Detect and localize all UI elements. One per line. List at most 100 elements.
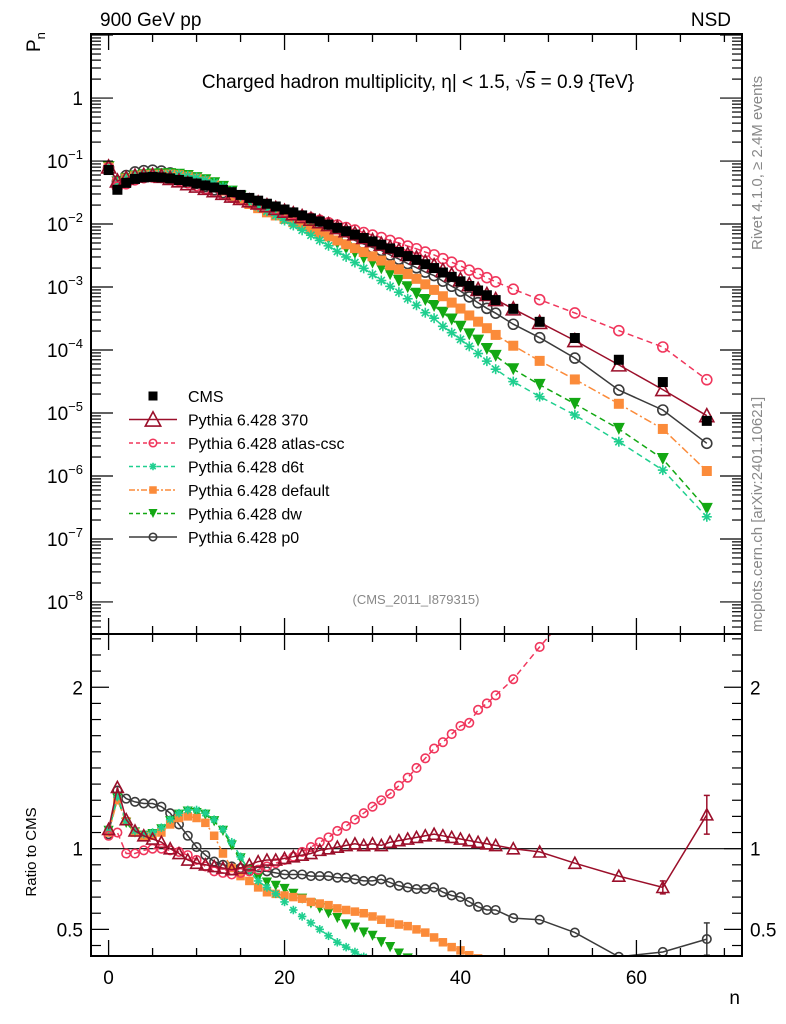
legend-marker-pythia-6-428-d6t [149, 462, 157, 471]
data-point-pythia-6-428-default [446, 297, 457, 308]
ratio-point-pythia-6-428-atlas-csc [332, 825, 343, 836]
data-point-pythia-6-428-d6t [701, 511, 712, 522]
ratio-point-pythia-6-428-370 [567, 855, 583, 870]
ratio-point-pythia-6-428-d6t [333, 938, 342, 947]
ratio-point-pythia-6-428-370 [461, 832, 477, 847]
ratio-point-pythia-6-428-370 [444, 829, 459, 844]
ratio-point-pythia-6-428-370 [391, 832, 407, 847]
data-point-cms [701, 415, 712, 426]
ratio-point-pythia-6-428-default [315, 899, 324, 908]
ratio-point-pythia-6-428-default [183, 812, 193, 821]
ratio-point-pythia-6-428-370 [655, 879, 671, 894]
y-tick-label: 10−7 [47, 525, 83, 551]
y-tick-label: 10−3 [47, 273, 83, 299]
ratio-point-pythia-6-428-atlas-csc [429, 743, 440, 754]
data-point-pythia-6-428-dw [463, 328, 476, 341]
data-point-pythia-6-428-dw [445, 313, 458, 326]
data-point-cms [481, 290, 492, 301]
legend-label: Pythia 6.428 atlas-csc [188, 436, 345, 453]
y-axis-title-lower: Ratio to CMS [23, 807, 40, 896]
ratio-point-pythia-6-428-d6t [227, 837, 237, 847]
data-point-pythia-6-428-d6t [323, 240, 334, 251]
data-point-pythia-6-428-p0 [569, 352, 581, 364]
ratio-point-pythia-6-428-atlas-csc [385, 788, 396, 799]
data-point-cms [411, 254, 422, 265]
ratio-point-pythia-6-428-dw [420, 961, 430, 971]
data-point-pythia-6-428-default [464, 310, 475, 321]
legend-marker-cms [148, 391, 158, 401]
legend-entry-pythia-6-428-d6t: Pythia 6.428 d6t [129, 460, 304, 477]
data-point-pythia-6-428-default [305, 224, 316, 235]
data-point-pythia-6-428-d6t [613, 436, 624, 447]
ratio-point-pythia-6-428-default [385, 918, 395, 928]
upper-panel-series [100, 158, 716, 522]
data-point-pythia-6-428-d6t [490, 364, 501, 375]
data-point-cms [349, 229, 360, 240]
ratio-point-pythia-6-428-dw [367, 930, 378, 941]
ratio-point-pythia-6-428-atlas-csc [464, 717, 475, 728]
y-tick-label: 10−6 [47, 462, 83, 488]
legend-entry-cms: CMS [148, 389, 224, 406]
data-point-pythia-6-428-d6t [385, 281, 396, 292]
ratio-point-pythia-6-428-370 [330, 839, 345, 853]
data-point-pythia-6-428-default [411, 273, 422, 284]
svg-text:Pn: Pn [24, 32, 48, 52]
data-point-pythia-6-428-d6t [349, 257, 360, 268]
legend-label: Pythia 6.428 p0 [188, 530, 299, 547]
ratio-point-pythia-6-428-370 [110, 779, 125, 794]
y-tick-label: 1 [72, 89, 83, 110]
ratio-point-pythia-6-428-d6t [439, 983, 448, 992]
data-point-cms [393, 246, 404, 257]
data-point-pythia-6-428-atlas-csc [613, 324, 625, 337]
ratio-point-pythia-6-428-d6t [474, 990, 483, 999]
data-point-cms [253, 195, 264, 206]
plot-title: Charged hadron multiplicity, η| < 1.5, √… [202, 72, 634, 93]
ratio-point-pythia-6-428-dw [261, 877, 273, 888]
ratio-point-pythia-6-428-atlas-csc [402, 772, 413, 783]
ratio-point-pythia-6-428-default [659, 977, 668, 986]
data-point-pythia-6-428-dw [656, 453, 669, 466]
ratio-point-pythia-6-428-d6t [218, 825, 228, 834]
header-right-label: NSD [691, 10, 731, 31]
ratio-point-pythia-6-428-370 [180, 852, 196, 866]
ratio-point-pythia-6-428-370 [470, 834, 486, 849]
data-point-pythia-6-428-dw [533, 378, 546, 391]
data-point-pythia-6-428-d6t [420, 307, 431, 318]
ratio-point-pythia-6-428-370 [453, 831, 468, 845]
ratio-point-pythia-6-428-dw [332, 912, 343, 924]
data-point-pythia-6-428-default [314, 227, 325, 238]
data-point-pythia-6-428-dw [419, 294, 432, 307]
data-point-cms [244, 192, 255, 203]
ratio-point-pythia-6-428-default [289, 892, 298, 902]
data-point-pythia-6-428-d6t [508, 376, 519, 387]
data-point-pythia-6-428-p0 [507, 318, 520, 331]
ratio-line-pythia-6-428-atlas-csc [108, 634, 552, 876]
x-tick-label: 60 [626, 968, 647, 989]
data-point-pythia-6-428-dw [700, 502, 713, 515]
data-point-pythia-6-428-default [402, 268, 413, 279]
data-point-cms [270, 201, 281, 212]
ratio-point-pythia-6-428-dw [393, 948, 405, 956]
legend-label: Pythia 6.428 d6t [188, 460, 304, 477]
ratio-point-pythia-6-428-370 [118, 811, 134, 826]
ratio-point-pythia-6-428-370 [699, 807, 715, 821]
data-point-cms [191, 178, 202, 189]
ratio-point-pythia-6-428-default [359, 908, 368, 918]
ratio-point-pythia-6-428-dw [349, 922, 361, 933]
ratio-point-pythia-6-428-d6t [377, 962, 386, 971]
ratio-point-pythia-6-428-atlas-csc [615, 538, 624, 547]
ratio-point-pythia-6-428-370 [418, 828, 433, 842]
ratio-point-pythia-6-428-default [218, 849, 228, 858]
data-point-pythia-6-428-default [473, 316, 484, 327]
ratio-point-pythia-6-428-atlas-csc [437, 737, 448, 748]
ratio-point-pythia-6-428-p0 [464, 896, 475, 907]
data-point-pythia-6-428-dw [384, 268, 397, 281]
data-point-cms [165, 173, 176, 184]
y-tick-label: 10−1 [47, 147, 83, 173]
ratio-point-pythia-6-428-default [333, 904, 342, 913]
ratio-point-pythia-6-428-p0 [147, 798, 158, 809]
ratio-point-pythia-6-428-dw [411, 958, 421, 968]
data-point-pythia-6-428-default [534, 355, 545, 366]
lower-panel-frame [90, 633, 743, 957]
ratio-point-pythia-6-428-atlas-csc [358, 808, 369, 819]
